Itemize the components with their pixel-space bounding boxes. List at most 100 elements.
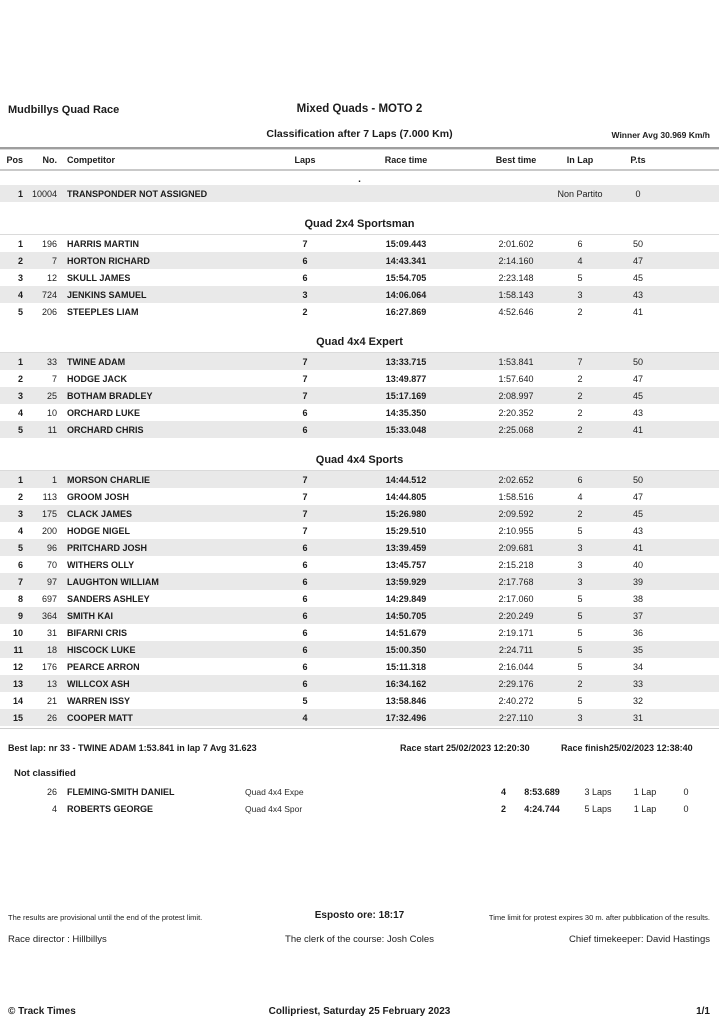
race-title: Mixed Quads - MOTO 2 xyxy=(296,103,423,115)
race-time-cell: 14:29.849 xyxy=(385,593,427,604)
in-lap-cell: 5 xyxy=(577,695,583,706)
points-cell: 47 xyxy=(632,255,643,266)
points-cell: 0 xyxy=(683,803,689,814)
laps-cell: 6 xyxy=(302,272,308,283)
competitor-cell: JENKINS SAMUEL xyxy=(67,289,147,300)
race-time-cell: 14:35.350 xyxy=(385,407,427,418)
points-cell: 0 xyxy=(635,188,641,199)
table-row: 1 10004 TRANSPONDER NOT ASSIGNED Non Partit… xyxy=(0,185,719,202)
number-cell: 96 xyxy=(46,542,57,553)
best-time-cell: 1:53.841 xyxy=(498,356,534,367)
competitor-cell: MORSON CHARLIE xyxy=(67,474,150,485)
table-row: 15 26 COOPER MATT 4 17:32.496 2:27.110 3 31 xyxy=(0,709,719,726)
classification-subtitle: Classification after 7 Laps (7.000 Km) xyxy=(266,128,453,140)
pos-cell: 5 xyxy=(17,424,23,435)
points-cell: 35 xyxy=(632,644,643,655)
laps-cell: 7 xyxy=(302,491,308,502)
section-title: Quad 4x4 Sports xyxy=(315,454,404,466)
competitor-cell: ORCHARD CHRIS xyxy=(67,424,144,435)
section-title: Quad 2x4 Sportsman xyxy=(304,218,415,230)
laps-cell: 6 xyxy=(302,424,308,435)
in-lap-cell: 2 xyxy=(577,508,583,519)
page-number: 1/1 xyxy=(696,1006,710,1017)
class-section: Quad 4x4 Sports 1 1 MORSON CHARLIE 7 14:44.51… xyxy=(0,454,719,726)
laps-cell: 6 xyxy=(302,627,308,638)
section-divider xyxy=(0,470,719,471)
race-time-cell: 15:00.350 xyxy=(385,644,427,655)
table-row: 7 97 LAUGHTON WILLIAM 6 13:59.929 2:17.768 3 39 xyxy=(0,573,719,590)
table-row: 4 200 HODGE NIGEL 7 15:29.510 2:10.955 5 43 xyxy=(0,522,719,539)
not-classified-row: 4 ROBERTS GEORGE Quad 4x4 Spor 2 4:24.744 5 L… xyxy=(5,800,714,817)
pos-cell: 3 xyxy=(17,390,23,401)
in-lap-cell: 3 xyxy=(577,559,583,570)
competitor-cell: PRITCHARD JOSH xyxy=(67,542,148,553)
competitor-cell: FLEMING-SMITH DANIEL xyxy=(67,786,175,797)
race-start-time: Race start 25/02/2023 12:20:30 xyxy=(400,743,530,753)
number-cell: 364 xyxy=(41,610,57,621)
in-lap-cell: 6 xyxy=(577,474,583,485)
in-lap-cell: 5 xyxy=(577,272,583,283)
in-lap-cell: 3 xyxy=(577,576,583,587)
col-header-laps: Laps xyxy=(294,154,316,165)
laps-cell: 4 xyxy=(302,712,308,723)
race-time-cell: 15:54.705 xyxy=(385,272,427,283)
race-time-cell: 13:49.877 xyxy=(385,373,427,384)
table-row: 1 196 HARRIS MARTIN 7 15:09.443 2:01.602 6 50 xyxy=(0,235,719,252)
best-time-cell: 2:40.272 xyxy=(498,695,534,706)
pos-cell: 7 xyxy=(17,576,23,587)
in-lap-cell: 2 xyxy=(577,407,583,418)
pos-cell: 5 xyxy=(17,306,23,317)
laps-cell: 3 xyxy=(302,289,308,300)
laps-cell: 7 xyxy=(302,390,308,401)
competitor-cell: STEEPLES LIAM xyxy=(67,306,139,317)
best-time-cell: 1:58.143 xyxy=(498,289,534,300)
place-date-label: Collipriest, Saturday 25 February 2023 xyxy=(268,1006,451,1017)
number-cell: 97 xyxy=(46,576,57,587)
race-finish-time: Race finish25/02/2023 12:38:40 xyxy=(561,743,693,753)
number-cell: 33 xyxy=(46,356,57,367)
pos-cell: 9 xyxy=(17,610,23,621)
number-cell: 724 xyxy=(41,289,57,300)
number-cell: 26 xyxy=(46,786,57,797)
in-lap-cell: 3 xyxy=(577,542,583,553)
best-time-cell: 2:29.176 xyxy=(498,678,534,689)
race-time-cell: 14:50.705 xyxy=(385,610,427,621)
table-row: 14 21 WARREN ISSY 5 13:58.846 2:40.272 5 32 xyxy=(0,692,719,709)
table-row: 10 31 BIFARNI CRIS 6 14:51.679 2:19.171 5 36 xyxy=(0,624,719,641)
best-time-cell: 2:17.768 xyxy=(498,576,534,587)
header-row-2: Classification after 7 Laps (7.000 Km) W… xyxy=(5,128,714,143)
laps-cell: 6 xyxy=(302,576,308,587)
officials-row: Race director : Hillbillys The clerk of … xyxy=(5,934,714,947)
race-time-cell: 15:17.169 xyxy=(385,390,427,401)
points-cell: 45 xyxy=(632,508,643,519)
table-row: 12 176 PEARCE ARRON 6 15:11.318 2:16.044 5 34 xyxy=(0,658,719,675)
number-cell: 10 xyxy=(46,407,57,418)
points-cell: 50 xyxy=(632,474,643,485)
table-row: 2 7 HORTON RICHARD 6 14:43.341 2:14.160 4 47 xyxy=(0,252,719,269)
race-time-cell: 13:33.715 xyxy=(385,356,427,367)
race-time-cell: 8:53.689 xyxy=(524,786,560,797)
points-cell: 50 xyxy=(632,238,643,249)
race-time-cell: 4:24.744 xyxy=(524,803,560,814)
section-divider xyxy=(0,234,719,235)
best-time-cell: 2:17.060 xyxy=(498,593,534,604)
competitor-cell: WITHERS OLLY xyxy=(67,559,135,570)
in-lap-cell: 5 xyxy=(577,627,583,638)
col-header-points: P.ts xyxy=(630,154,646,165)
competitor-cell: HARRIS MARTIN xyxy=(67,238,139,249)
class-cell: Quad 4x4 Spor xyxy=(245,803,303,814)
best-time-cell: 2:08.997 xyxy=(498,390,534,401)
laps-cell: 6 xyxy=(302,255,308,266)
points-cell: 38 xyxy=(632,593,643,604)
laps-cell: 7 xyxy=(302,373,308,384)
in-lap-cell: 2 xyxy=(577,678,583,689)
winner-average: Winner Avg 30.969 Km/h xyxy=(611,130,711,140)
col-header-race-time: Race time xyxy=(384,154,428,165)
race-time-cell: 14:43.341 xyxy=(385,255,427,266)
race-time-cell: 15:11.318 xyxy=(385,661,427,672)
number-cell: 21 xyxy=(46,695,57,706)
points-cell: 0 xyxy=(683,786,689,797)
chief-timekeeper: Chief timekeeper: David Hastings xyxy=(569,934,710,945)
best-time-cell: 2:23.148 xyxy=(498,272,534,283)
gap-cell: 5 Laps xyxy=(584,803,612,814)
